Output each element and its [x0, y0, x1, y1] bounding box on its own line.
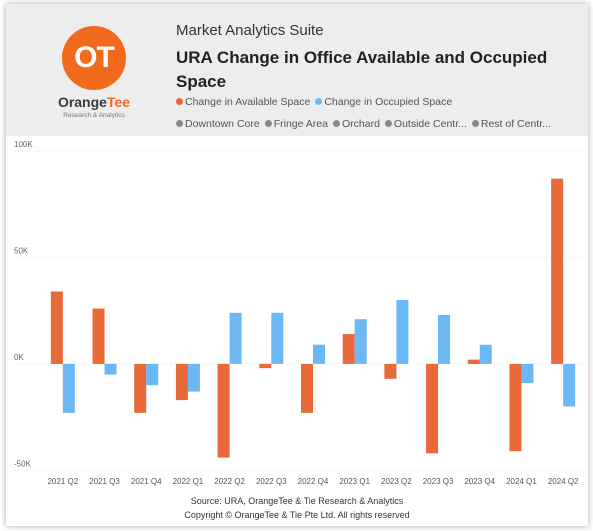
bar-available-space[interactable] — [301, 363, 313, 413]
legend-item-rest-of-central[interactable]: Rest of Centr... — [471, 118, 551, 130]
x-tick-label: 2021 Q4 — [131, 477, 162, 486]
logo-wordmark: OrangeTee — [46, 94, 142, 110]
legend-dot-icon — [315, 98, 323, 105]
legend-label: Downtown Core — [185, 118, 260, 130]
y-tick-label: 100K — [14, 140, 33, 149]
legend-dot-icon — [384, 120, 392, 127]
x-tick-label: 2023 Q1 — [339, 477, 370, 486]
legend-dot-icon — [264, 120, 272, 127]
legend-label: Fringe Area — [273, 118, 328, 130]
bar-occupied-space[interactable] — [521, 363, 534, 384]
bar-available-space[interactable] — [509, 363, 522, 452]
bar-available-space[interactable] — [259, 363, 272, 369]
x-tick-label: 2023 Q4 — [464, 477, 495, 486]
logo-name-part2: Tee — [106, 94, 131, 110]
bar-occupied-space[interactable] — [271, 312, 284, 364]
legend-item-fringe-area[interactable]: Fringe Area — [264, 118, 328, 130]
bar-occupied-space[interactable] — [396, 300, 409, 364]
legend-dot-icon — [176, 98, 183, 105]
region-legend: Downtown Core Fringe Area Orchard Outside C… — [176, 118, 556, 130]
bar-available-space[interactable] — [50, 291, 63, 364]
report-header: OT OrangeTee Research & Analytics Market… — [6, 4, 588, 136]
app-title: Market Analytics Suite — [176, 22, 324, 39]
x-tick-label: 2022 Q1 — [173, 477, 204, 486]
y-tick-label: 50K — [14, 246, 29, 255]
y-tick-label: 0K — [14, 353, 24, 362]
logo-mark: OT — [74, 41, 115, 74]
legend-label: Outside Centr... — [393, 118, 467, 130]
bar-occupied-space[interactable] — [146, 363, 159, 386]
legend-label: Change in Occupied Space — [324, 96, 453, 108]
bar-available-space[interactable] — [384, 363, 397, 379]
x-tick-label: 2022 Q2 — [214, 477, 245, 486]
logo-name-part1: Orange — [57, 94, 107, 110]
bar-available-space[interactable] — [426, 363, 439, 454]
bar-available-space[interactable] — [134, 363, 147, 413]
x-tick-label: 2021 Q3 — [89, 477, 120, 486]
bar-available-space[interactable] — [551, 178, 564, 364]
legend-label: Rest of Centr... — [480, 118, 551, 130]
series-legend: Change in Available Space Change in Occup… — [176, 96, 457, 108]
bar-occupied-space[interactable] — [313, 344, 325, 364]
bar-available-space[interactable] — [92, 308, 105, 364]
legend-item-outside-central[interactable]: Outside Centr... — [384, 118, 467, 130]
report-card: OT OrangeTee Research & Analytics Market… — [6, 4, 588, 526]
bar-occupied-space[interactable] — [104, 363, 117, 375]
bar-available-space[interactable] — [175, 363, 188, 401]
legend-dot-icon — [332, 120, 340, 127]
bar-occupied-space[interactable] — [187, 363, 200, 392]
copyright-note: Copyright © OrangeTee & Tie Pte Ltd. All… — [184, 510, 410, 520]
x-tick-label: 2024 Q2 — [548, 477, 579, 486]
bar-occupied-space[interactable] — [62, 363, 75, 413]
legend-item-occupied[interactable]: Change in Occupied Space — [315, 96, 452, 108]
legend-item-available[interactable]: Change in Available Space — [176, 96, 310, 108]
logo-tagline: Research & Analytics — [63, 112, 125, 119]
bar-occupied-space[interactable] — [229, 312, 242, 364]
chart-title: URA Change in Office Available and Occup… — [176, 48, 548, 91]
x-tick-label: 2024 Q1 — [506, 477, 537, 486]
x-tick-label: 2021 Q2 — [47, 477, 78, 486]
legend-dot-icon — [471, 120, 479, 127]
bar-occupied-space[interactable] — [479, 344, 492, 364]
legend-item-orchard[interactable]: Orchard — [332, 118, 380, 130]
bar-chart: 100K 50K 0K -50K 2021 Q2 2021 Q3 2021 Q4 2022 Q… — [14, 140, 584, 486]
bar-occupied-space[interactable] — [563, 363, 576, 407]
x-tick-label: 2023 Q3 — [423, 477, 454, 486]
bar-occupied-space[interactable] — [438, 314, 451, 364]
x-tick-label: 2023 Q2 — [381, 477, 412, 486]
legend-dot-icon — [176, 120, 183, 127]
legend-item-downtown-core[interactable]: Downtown Core — [176, 118, 260, 130]
legend-label: Orchard — [341, 118, 380, 130]
y-tick-label: -50K — [14, 459, 32, 468]
bar-available-space[interactable] — [342, 334, 355, 364]
legend-label: Change in Available Space — [185, 96, 311, 108]
bar-available-space[interactable] — [217, 363, 230, 458]
x-tick-label: 2022 Q4 — [298, 477, 329, 486]
x-tick-label: 2022 Q3 — [256, 477, 287, 486]
bar-occupied-space[interactable] — [354, 319, 367, 364]
orangetee-logo-icon: OT — [62, 26, 126, 90]
bar-available-space[interactable] — [467, 359, 480, 364]
source-note: Source: URA, OrangeTee & Tie Research & … — [190, 496, 404, 506]
